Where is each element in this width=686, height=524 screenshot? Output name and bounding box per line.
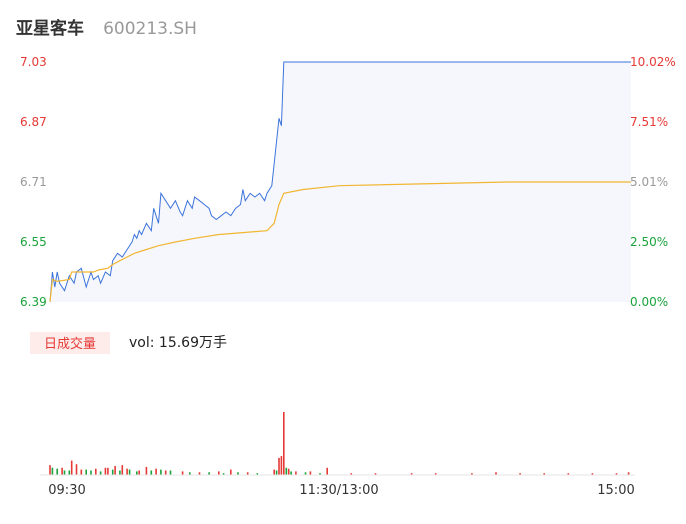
volume-bar xyxy=(75,464,78,475)
volume-bar xyxy=(85,469,87,475)
volume-bar xyxy=(61,467,63,475)
volume-bar xyxy=(198,472,201,475)
volume-bar xyxy=(63,470,66,475)
volume-bar xyxy=(208,472,210,475)
volume-bar xyxy=(273,469,275,475)
volume-tag: 日成交量 xyxy=(44,336,96,352)
volume-bar xyxy=(218,471,220,475)
stock-name: 亚星客车 xyxy=(16,19,84,39)
volume-bar xyxy=(169,470,172,475)
right-tick-label: 10.02% xyxy=(630,55,676,69)
volume-bar xyxy=(519,473,521,475)
time-tick-label: 11:30/13:00 xyxy=(299,483,378,498)
volume-bar xyxy=(80,469,83,475)
volume-bar xyxy=(49,465,51,475)
volume-bar xyxy=(230,469,232,475)
left-price-axis: 7.03 6.87 6.71 6.55 6.39 xyxy=(20,55,47,309)
volume-bar xyxy=(70,460,73,475)
volume-bar xyxy=(471,473,473,475)
time-axis: 09:30 11:30/13:00 15:00 xyxy=(48,483,634,498)
volume-bar xyxy=(326,467,328,475)
average-price-line xyxy=(49,181,631,303)
volume-bar xyxy=(145,466,148,475)
volume-bar xyxy=(111,469,114,475)
volume-bar xyxy=(374,473,377,475)
price-area-fill xyxy=(50,62,631,302)
stock-code: 600213.SH xyxy=(103,19,197,39)
volume-bar xyxy=(222,473,225,475)
volume-bar xyxy=(56,468,58,475)
price-line-layer xyxy=(49,61,631,303)
volume-bar xyxy=(285,467,288,475)
volume-bar xyxy=(543,473,545,475)
time-tick-label: 09:30 xyxy=(48,483,85,498)
left-tick-label: 6.71 xyxy=(20,175,47,189)
right-percent-axis: 10.02% 7.51% 5.01% 2.50% 0.00% xyxy=(630,55,676,309)
volume-bar xyxy=(90,470,92,475)
right-tick-label: 7.51% xyxy=(630,115,668,129)
volume-bar xyxy=(99,471,102,475)
volume-bar xyxy=(114,466,116,475)
volume-bar xyxy=(121,465,124,475)
volume-bar xyxy=(350,473,353,475)
volume-bars xyxy=(40,412,635,476)
volume-bar xyxy=(189,472,191,475)
volume-bar xyxy=(126,468,128,475)
right-tick-label: 2.50% xyxy=(630,235,668,249)
price-line xyxy=(49,61,631,303)
volume-bar xyxy=(164,470,167,475)
volume-bar xyxy=(95,468,97,475)
time-tick-label: 15:00 xyxy=(597,483,634,498)
stock-header: 亚星客车 600213.SH xyxy=(16,14,197,39)
volume-bar xyxy=(150,470,153,475)
volume-bar xyxy=(283,412,285,475)
right-tick-label: 0.00% xyxy=(630,295,668,309)
volume-bar xyxy=(304,472,307,475)
volume-bar xyxy=(287,468,290,475)
volume-tag-background xyxy=(30,332,110,354)
volume-bar xyxy=(410,473,413,475)
volume-bar xyxy=(136,471,138,475)
volume-bar xyxy=(119,470,121,475)
left-tick-label: 6.87 xyxy=(20,115,47,129)
volume-bar xyxy=(275,470,278,475)
right-tick-label: 5.01% xyxy=(630,175,668,189)
volume-bar xyxy=(128,469,131,475)
average-line-layer xyxy=(49,181,631,303)
left-tick-label: 7.03 xyxy=(20,55,47,69)
volume-bar xyxy=(107,467,109,475)
volume-bar xyxy=(309,471,312,475)
volume-bar xyxy=(567,473,570,475)
volume-bar xyxy=(160,469,162,475)
left-tick-label: 6.39 xyxy=(20,295,47,309)
volume-bar xyxy=(319,473,321,475)
volume-bar xyxy=(138,470,140,475)
volume-bar xyxy=(290,471,292,475)
price-area xyxy=(50,62,631,302)
volume-bar xyxy=(295,471,297,475)
volume-bar xyxy=(591,473,594,475)
volume-bar xyxy=(155,468,157,475)
volume-bar xyxy=(627,472,630,475)
volume-bar xyxy=(51,467,54,475)
volume-bar xyxy=(181,471,184,475)
volume-bar xyxy=(434,473,437,475)
volume-bar xyxy=(246,472,249,475)
volume-bar xyxy=(280,456,283,475)
volume-label: vol: 15.69万手 xyxy=(129,335,227,351)
volume-bar xyxy=(256,473,259,475)
volume-bar xyxy=(615,473,618,475)
left-tick-label: 6.55 xyxy=(20,235,47,249)
volume-bar xyxy=(278,457,280,475)
volume-bar xyxy=(104,467,107,475)
volume-bar xyxy=(237,472,239,475)
volume-bar xyxy=(495,472,497,475)
volume-bar xyxy=(68,470,71,475)
